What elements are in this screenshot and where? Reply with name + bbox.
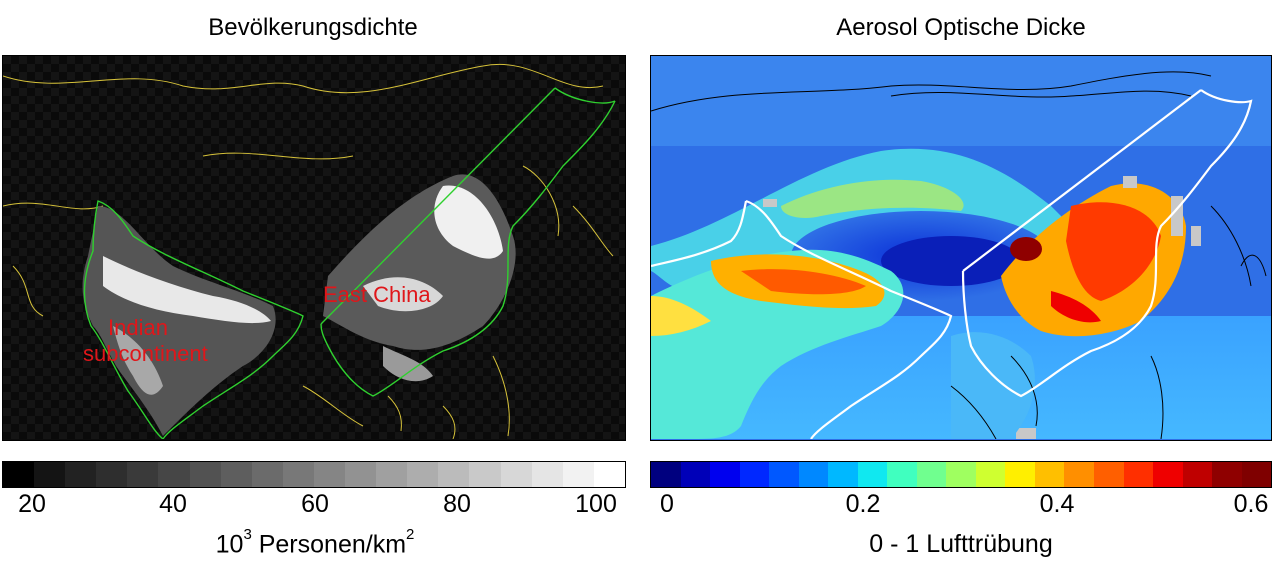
- aod-tick-0.6: 0.6: [1233, 490, 1269, 518]
- population-colorbar-segment: [376, 462, 408, 487]
- population-colorbar-segment: [34, 462, 66, 487]
- country-borders-black: [651, 71, 1267, 439]
- aerosol-colorbar-segment: [680, 462, 711, 487]
- aerosol-colorbar-segment: [975, 462, 1006, 487]
- aerosol-colorbar-segment: [1064, 462, 1094, 487]
- aerosol-colorbar-segment: [769, 462, 799, 487]
- aerosol-colorbar: [650, 461, 1272, 488]
- aerosol-colorbar-segment: [1093, 462, 1124, 487]
- aerosol-colorbar-segment: [1182, 462, 1213, 487]
- population-colorbar-segment: [469, 462, 501, 487]
- population-colorbar-segment: [593, 462, 625, 487]
- right-panel-title: Aerosol Optische Dicke: [836, 14, 1086, 41]
- aerosol-colorbar-segment: [710, 462, 740, 487]
- aerosol-colorbar-segment: [887, 462, 917, 487]
- aerosol-colorbar-caption: 0 - 1 Lufttrübung: [869, 530, 1053, 558]
- aerosol-colorbar-segment: [828, 462, 858, 487]
- population-colorbar-segment: [251, 462, 283, 487]
- pop-tick-40: 40: [159, 490, 187, 518]
- population-colorbar-segment: [407, 462, 439, 487]
- india-density-area: [82, 206, 276, 436]
- population-colorbar-segment: [189, 462, 221, 487]
- population-colorbar: [2, 461, 626, 488]
- population-colorbar-segment: [3, 462, 35, 487]
- aerosol-colorbar-segment: [1241, 462, 1272, 487]
- aerosol-colorbar-segment: [651, 462, 681, 487]
- population-colorbar-caption: 103 Personen/km2: [215, 526, 415, 559]
- aerosol-colorbar-segment: [798, 462, 829, 487]
- aerosol-colorbar-segment: [916, 462, 947, 487]
- india-label-line2: subcontinent: [83, 341, 208, 366]
- population-colorbar-segment: [562, 462, 594, 487]
- east-china-density-area: [323, 174, 516, 382]
- aerosol-colorbar-segment: [1153, 462, 1183, 487]
- population-colorbar-segment: [282, 462, 314, 487]
- region-borders: [83, 87, 616, 439]
- aerosol-colorbar-segment: [1005, 462, 1035, 487]
- aod-tick-0.4: 0.4: [1039, 490, 1075, 518]
- coastline-lines: [3, 63, 614, 439]
- population-colorbar-segment: [65, 462, 97, 487]
- population-colorbar-segment: [313, 462, 346, 487]
- pop-tick-100: 100: [575, 490, 617, 518]
- population-colorbar-segment: [158, 462, 190, 487]
- aerosol-optical-depth-map: [650, 55, 1272, 441]
- population-colorbar-segment: [127, 462, 159, 487]
- population-colorbar-segment: [500, 462, 532, 487]
- population-colorbar-segment: [220, 462, 252, 487]
- pop-tick-20: 20: [18, 490, 46, 518]
- east-china-label: East China: [323, 282, 431, 307]
- pop-tick-60: 60: [301, 490, 329, 518]
- aod-tick-0.2: 0.2: [845, 490, 881, 518]
- population-colorbar-segment: [438, 462, 470, 487]
- population-colorbar-segment: [531, 462, 563, 487]
- aerosol-colorbar-segment: [946, 462, 976, 487]
- population-colorbar-segment: [96, 462, 128, 487]
- aerosol-colorbar-segment: [739, 462, 770, 487]
- aerosol-colorbar-segment: [1034, 462, 1065, 487]
- population-colorbar-segment: [345, 462, 377, 487]
- region-borders-white: [651, 89, 1253, 439]
- pop-tick-80: 80: [443, 490, 471, 518]
- india-label-line1: Indian: [108, 315, 168, 340]
- aerosol-colorbar-segment: [1123, 462, 1154, 487]
- left-panel-title: Bevölkerungsdichte: [208, 14, 418, 41]
- aod-tick-0: 0: [660, 490, 674, 518]
- aerosol-colorbar-segment: [1212, 462, 1242, 487]
- aerosol-colorbar-segment: [857, 462, 888, 487]
- population-density-map: Indian subcontinent East China: [2, 55, 626, 441]
